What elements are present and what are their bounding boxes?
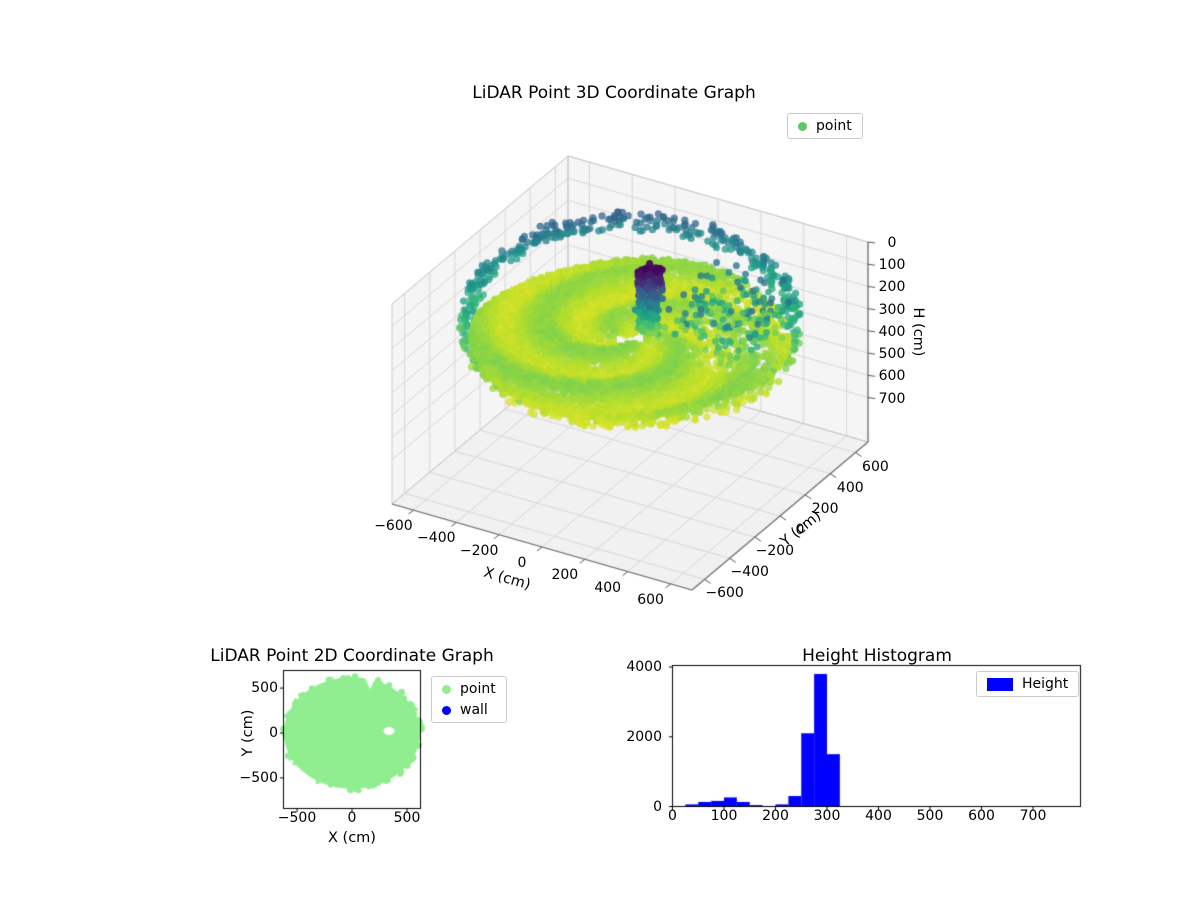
point-marker-icon xyxy=(442,684,451,694)
hist-title: Height Histogram xyxy=(802,646,952,666)
legend-entry-point: point xyxy=(442,682,496,696)
legend-label-height: Height xyxy=(1022,676,1069,692)
plot3d-zaxis-label: H (cm) xyxy=(910,307,926,357)
legend-entry-wall: wall xyxy=(442,703,496,717)
plot3d-title: LiDAR Point 3D Coordinate Graph xyxy=(472,83,756,103)
wall-marker-icon xyxy=(442,705,451,715)
legend-label-point: point xyxy=(460,681,496,697)
plot2d-yaxis-label: Y (cm) xyxy=(240,709,256,757)
plot2d-title: LiDAR Point 2D Coordinate Graph xyxy=(210,646,494,666)
legend-label-wall: wall xyxy=(460,702,488,718)
height-patch-icon xyxy=(987,677,1013,691)
legend-entry-point: point xyxy=(798,119,852,133)
hist-legend: Height xyxy=(976,671,1080,697)
plot2d-xaxis-label: X (cm) xyxy=(328,830,376,846)
plot3d-legend: point xyxy=(787,113,863,139)
point-marker-icon xyxy=(798,121,807,131)
legend-entry-height: Height xyxy=(987,677,1068,691)
legend-label-point: point xyxy=(816,118,852,134)
plot2d-legend: point wall xyxy=(431,676,507,723)
